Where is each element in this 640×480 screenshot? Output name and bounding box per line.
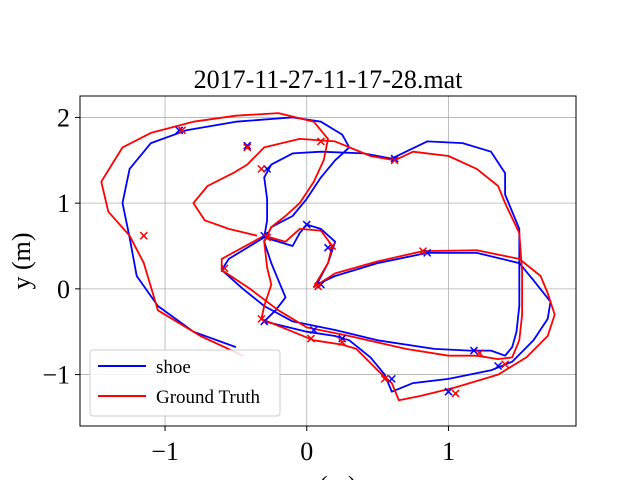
x-marker [328, 241, 337, 251]
x-marker [263, 233, 272, 242]
x-marker [243, 143, 252, 152]
series-line-ground-truth [100, 112, 556, 402]
x-marker [314, 282, 323, 291]
x-tick-label: 1 [442, 437, 455, 466]
x-marker [309, 325, 318, 335]
x-marker [178, 126, 187, 135]
x-marker [338, 334, 347, 343]
x-marker [444, 387, 453, 396]
y-tick-label: 0 [57, 275, 70, 304]
x-marker [390, 156, 399, 165]
axis-ticks: −1 0 1 −1 0 1 2 [42, 103, 455, 466]
y-axis-label: y (m) [7, 232, 36, 289]
y-tick-label: 2 [57, 103, 70, 132]
legend: shoe Ground Truth [89, 349, 281, 417]
x-marker [302, 220, 311, 229]
x-marker [418, 247, 427, 256]
x-marker [387, 374, 396, 383]
x-marker [175, 126, 184, 135]
x-marker [243, 141, 252, 150]
legend-label-shoe: shoe [156, 357, 191, 378]
x-marker [494, 361, 503, 371]
x-marker [469, 346, 478, 355]
y-tick-label: 1 [57, 189, 70, 218]
x-marker [390, 154, 399, 163]
x-marker [139, 231, 148, 240]
x-marker [257, 164, 266, 173]
x-axis-label: x (m) [299, 471, 356, 480]
legend-label-ground-truth: Ground Truth [156, 387, 260, 408]
x-marker [501, 360, 510, 369]
plot-frame [79, 95, 577, 427]
plot-markers [139, 126, 510, 398]
x-marker [220, 264, 229, 273]
x-marker [257, 314, 266, 323]
x-tick-label: 0 [300, 437, 313, 466]
x-marker [380, 374, 389, 383]
x-tick-label: −1 [151, 437, 179, 466]
x-marker [451, 389, 460, 398]
x-marker [316, 137, 325, 146]
x-marker [423, 248, 432, 257]
chart-title: 2017-11-27-11-17-28.mat [194, 65, 464, 94]
x-marker [306, 334, 316, 343]
x-marker [338, 337, 347, 347]
x-marker [323, 243, 333, 252]
x-marker [475, 349, 484, 358]
y-tick-label: −1 [42, 361, 70, 390]
